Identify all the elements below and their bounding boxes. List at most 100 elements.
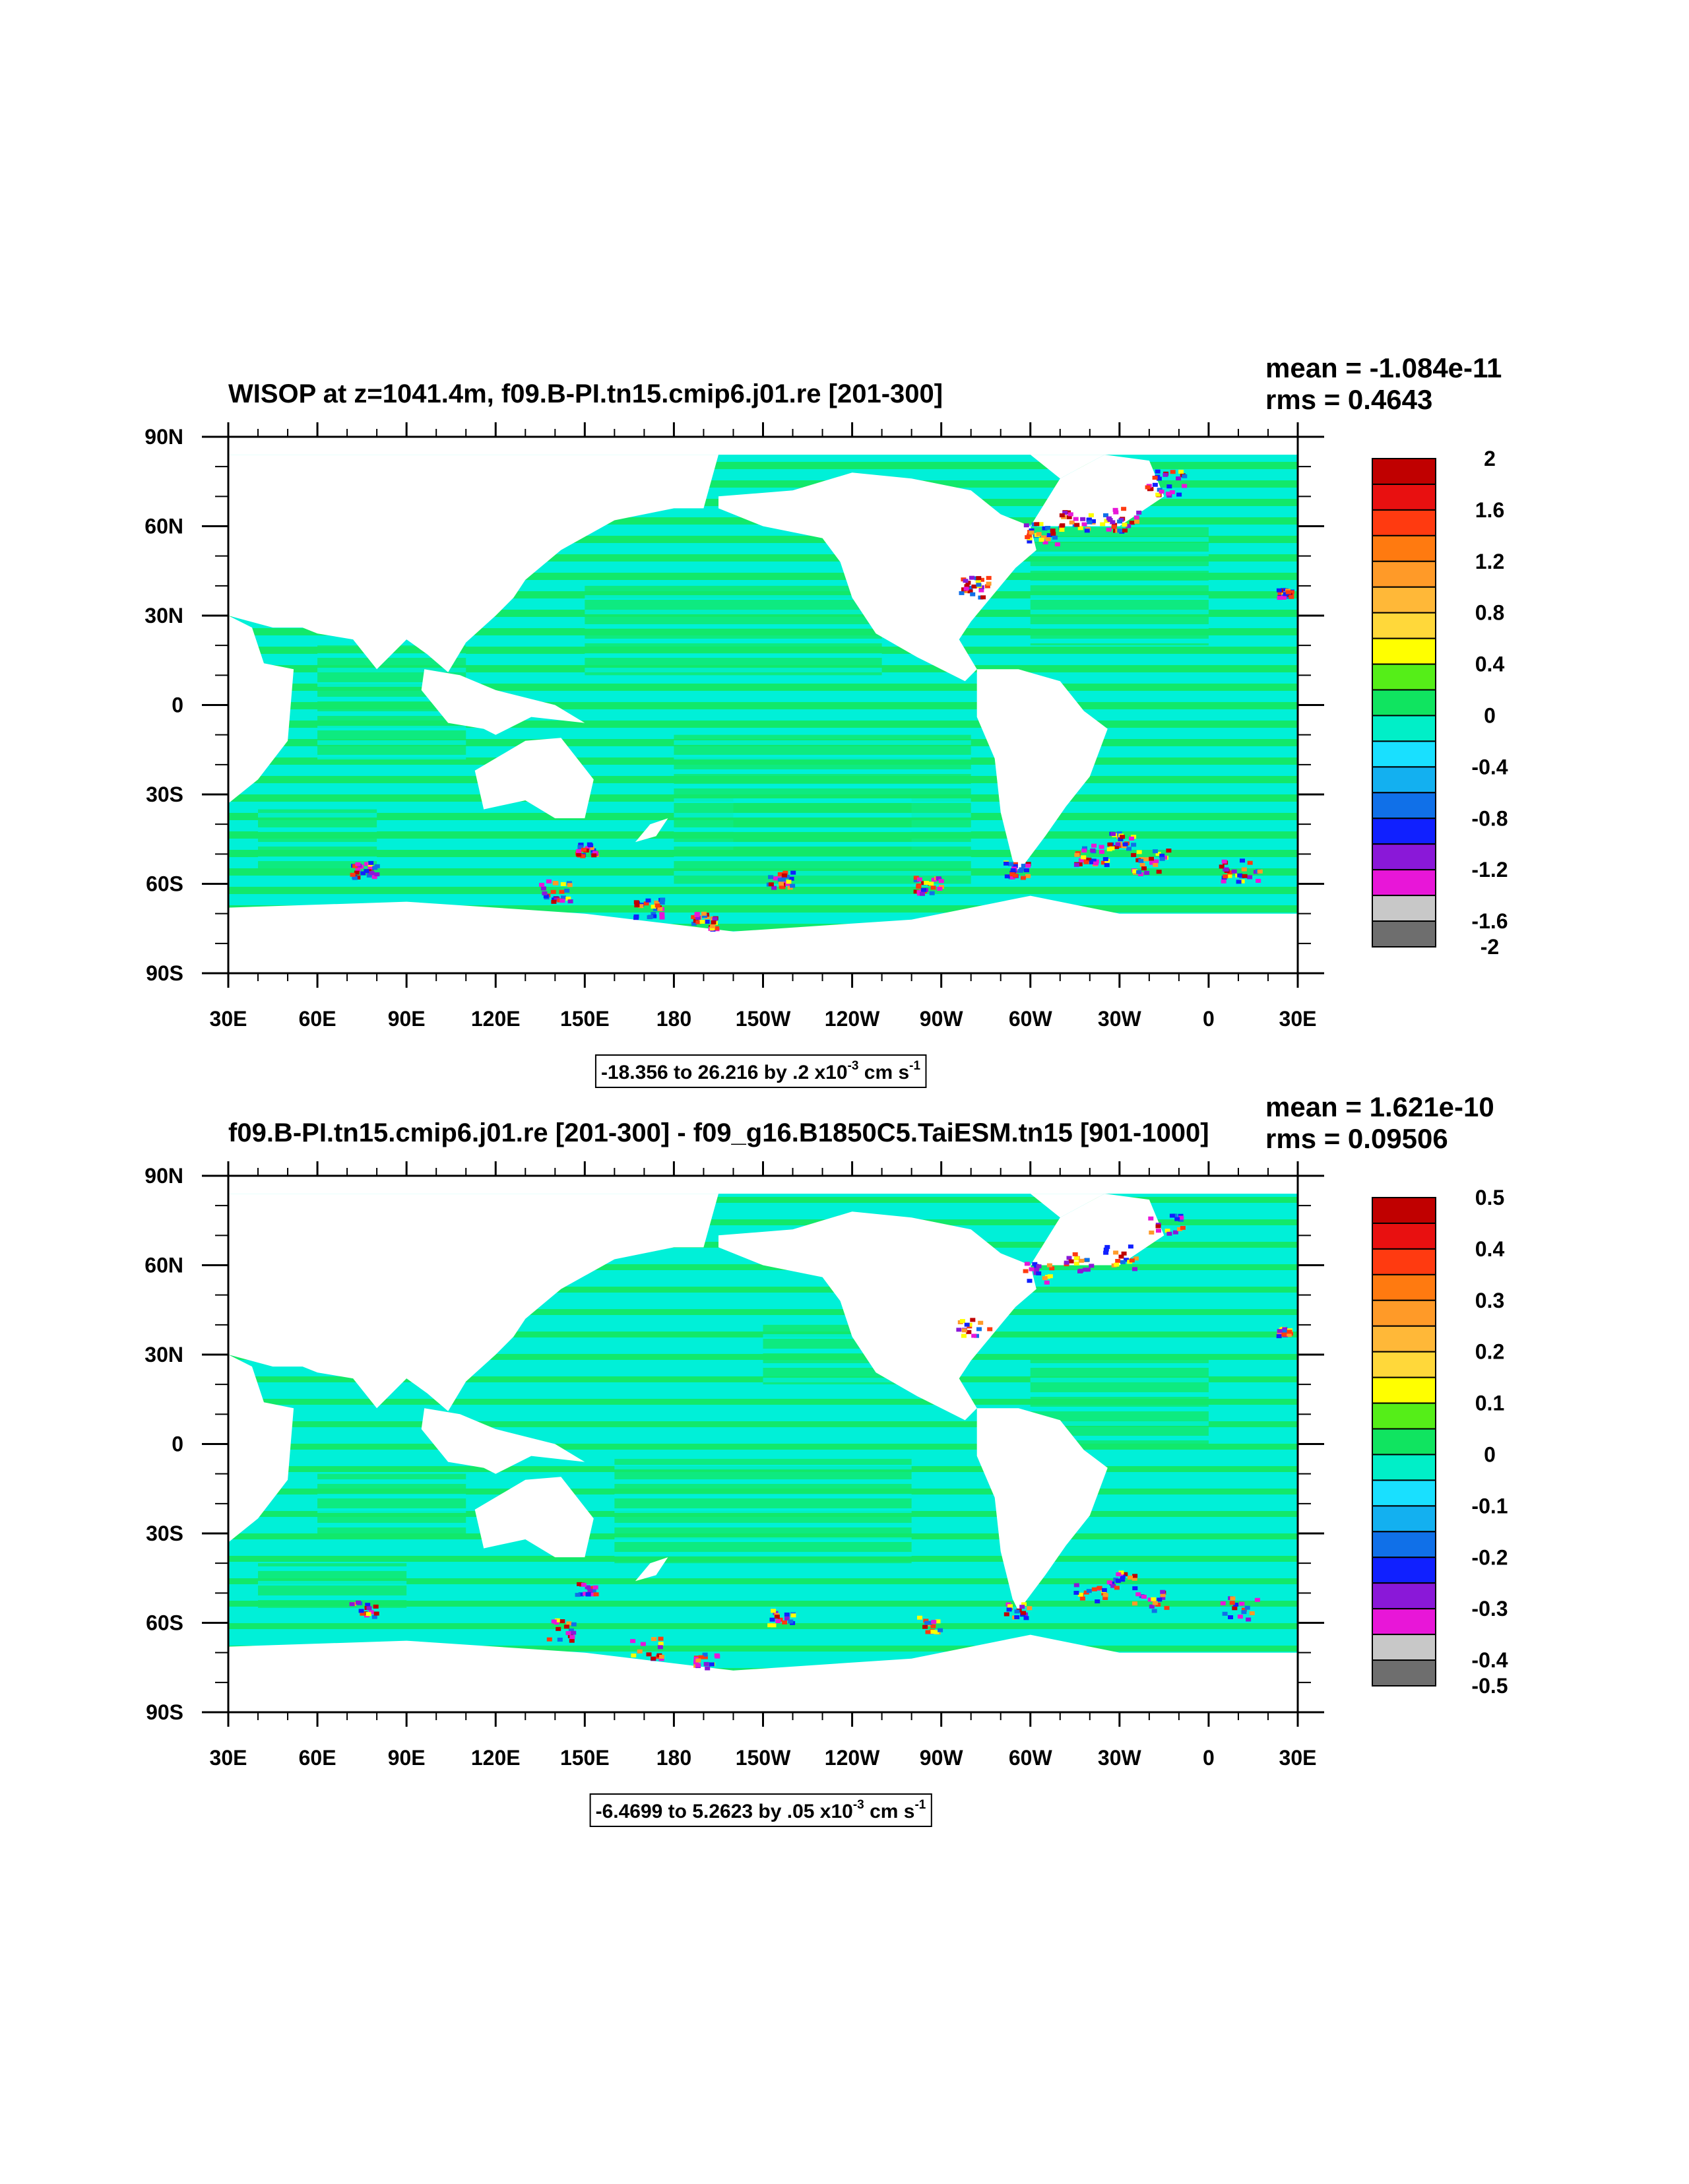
hotspot-cell (1100, 522, 1106, 527)
hotspot-cell (1081, 855, 1087, 860)
hotspot-cell (1068, 1259, 1074, 1264)
hotspot-cell (790, 883, 796, 888)
y-tick-label: 60S (146, 1611, 183, 1635)
colorbar-box (1372, 1479, 1436, 1507)
hotspot-cell (1091, 519, 1096, 523)
hotspot-cell (964, 1322, 970, 1327)
ocean-band (317, 1473, 466, 1533)
y-tick-label: 90N (144, 425, 183, 449)
hotspot-cell (969, 575, 974, 580)
hotspot-cell (1247, 860, 1253, 865)
hotspot-cell (1118, 844, 1124, 848)
hotspot-cell (1159, 490, 1164, 494)
colorbar-box (1372, 509, 1436, 536)
hotspot-cell (1227, 870, 1233, 875)
hotspot-cell (1100, 860, 1106, 865)
hotspot-cell (355, 875, 361, 880)
hotspot-cell (1025, 874, 1031, 878)
hotspot-cell (917, 1615, 922, 1620)
hotspot-cell (1159, 856, 1165, 861)
hotspot-cell (576, 852, 582, 857)
hotspot-cell (931, 1620, 937, 1624)
hotspot-cell (1131, 1576, 1137, 1581)
hotspot-cell (1093, 861, 1099, 866)
hotspot-cell (695, 1658, 701, 1663)
hotspot-cell (967, 589, 973, 594)
land-australia (474, 1477, 594, 1558)
hotspot-cell (1228, 1615, 1233, 1619)
hotspot-cell (970, 592, 976, 596)
hotspot-cell (1177, 1227, 1183, 1231)
hotspot-cell (1166, 1231, 1172, 1236)
land-africa (228, 1355, 294, 1543)
hotspot-cell (1004, 861, 1009, 866)
hotspot-cell (1149, 856, 1154, 861)
hotspot-cell (1110, 520, 1116, 525)
hotspot-cell (657, 907, 663, 911)
hotspot-cell (1152, 482, 1158, 487)
hotspot-cell (691, 915, 697, 919)
hotspot-cell (569, 1635, 575, 1640)
hotspot-cell (1004, 1612, 1009, 1617)
hotspot-cell (1160, 1595, 1166, 1600)
hotspot-cell (1178, 1217, 1184, 1222)
hotspot-cell (355, 862, 361, 866)
hotspot-cell (1102, 1596, 1108, 1600)
hotspot-cell (643, 901, 649, 906)
hotspot-cell (1180, 1225, 1186, 1230)
hotspot-cell (979, 577, 984, 582)
x-tick-label: 150W (736, 1007, 791, 1031)
hotspot-cell (1044, 1280, 1050, 1285)
colorbar-box (1372, 534, 1436, 562)
hotspot-cell (1054, 542, 1060, 546)
hotspot-cell (1072, 1252, 1078, 1256)
x-tick-label: 30E (1279, 1746, 1317, 1770)
hotspot-cell (581, 1582, 587, 1587)
x-tick-label: 30W (1098, 1746, 1142, 1770)
hotspot-cell (1114, 845, 1120, 849)
hotspot-cell (1077, 862, 1083, 866)
hotspot-cell (1221, 879, 1227, 883)
hotspot-cell (1232, 1606, 1238, 1611)
hotspot-cell (1074, 523, 1080, 527)
y-tick-label: 30S (146, 783, 183, 806)
contour-info-box (589, 1793, 932, 1827)
hotspot-cell (571, 1630, 577, 1635)
hotspot-cell (585, 846, 590, 851)
x-tick-label: 150W (736, 1746, 791, 1770)
hotspot-cell (1077, 1592, 1083, 1597)
hotspot-cell (551, 899, 557, 904)
stat-label: rms = 0.4643 (1265, 384, 1432, 415)
hotspot-cell (374, 872, 380, 877)
hotspot-cell (709, 1662, 715, 1667)
hotspot-cell (1007, 1604, 1013, 1609)
hotspot-cell (1219, 864, 1225, 869)
hotspot-cell (1077, 1269, 1083, 1273)
hotspot-cell (695, 916, 701, 920)
x-tick-label: 120W (825, 1007, 880, 1031)
hotspot-cell (1122, 523, 1128, 527)
colorbar-label: 0.4 (1475, 1237, 1505, 1261)
hotspot-cell (658, 1636, 664, 1641)
land-antarctica (228, 1634, 1298, 1712)
hotspot-cell (368, 1610, 374, 1615)
hotspot-cell (1128, 1244, 1133, 1249)
hotspot-cell (1156, 1229, 1161, 1233)
hotspot-cell (577, 1582, 583, 1586)
hotspot-cell (539, 883, 544, 887)
hotspot-cell (1087, 520, 1093, 525)
hotspot-cell (925, 1630, 931, 1634)
hotspot-cell (712, 916, 718, 921)
hotspot-cell (1276, 1334, 1282, 1339)
hotspot-cell (924, 1621, 930, 1625)
hotspot-cell (1129, 1258, 1135, 1263)
hotspot-cell (565, 896, 571, 901)
hotspot-cell (553, 881, 559, 885)
colorbar-box (1372, 586, 1436, 614)
colorbar-box (1372, 1197, 1436, 1224)
hotspot-cell (585, 1592, 591, 1597)
y-tick-label: 60N (144, 515, 183, 538)
hotspot-cell (1122, 1572, 1128, 1576)
hotspot-cell (936, 876, 941, 881)
hotspot-cell (1099, 845, 1104, 849)
